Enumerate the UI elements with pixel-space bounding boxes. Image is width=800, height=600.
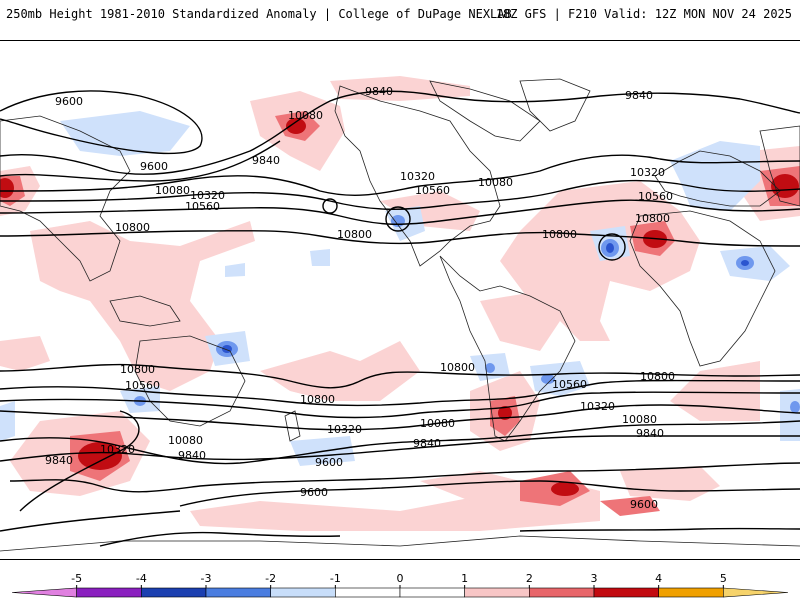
contour-labels: 9600 10080 9840 9840 9600 9840 10080 103… <box>45 85 675 511</box>
colorbar-tick-label: 1 <box>461 572 468 585</box>
contour-label: 10080 <box>622 413 657 426</box>
colorbar-tick-label: -3 <box>201 572 212 585</box>
contour-label: 10320 <box>327 423 362 436</box>
negative-anomaly-core <box>134 215 800 413</box>
contour-label: 9600 <box>55 95 83 108</box>
colorbar-segment <box>270 587 336 598</box>
colorbar-tick-label: 3 <box>591 572 598 585</box>
contour-label: 10080 <box>155 184 190 197</box>
colorbar-segment <box>399 587 465 598</box>
colorbar-tick-label: -4 <box>136 572 147 585</box>
contour-label: 10800 <box>542 228 577 241</box>
contour-label: 10560 <box>552 378 587 391</box>
colorbar-tick-label: 2 <box>526 572 533 585</box>
contour-label: 10560 <box>415 184 450 197</box>
anomaly-map: 9600 10080 9840 9840 9600 9840 10080 103… <box>0 40 800 560</box>
contour-label: 9600 <box>630 498 658 511</box>
contour-label: 10560 <box>638 190 673 203</box>
contour-label: 9840 <box>45 454 73 467</box>
colorbar-segment <box>658 587 724 598</box>
contour-label: 10800 <box>440 361 475 374</box>
contour-label-extra: 10320 <box>100 443 135 456</box>
anomaly-colorbar: -5 -4 -3 -2 -1 0 1 2 3 4 5 <box>11 572 789 598</box>
colorbar-segment <box>335 587 401 598</box>
colorbar-tick-label: 5 <box>720 572 727 585</box>
map-title: 250mb Height 1981-2010 Standardized Anom… <box>6 7 512 21</box>
colorbar-segment <box>593 587 659 598</box>
contour-label: 10800 <box>640 370 675 383</box>
colorbar-segment <box>723 587 789 598</box>
contour-label: 10320 <box>630 166 665 179</box>
contour-label: 9600 <box>315 456 343 469</box>
colorbar-segment <box>11 587 77 598</box>
contour-label: 9840 <box>178 449 206 462</box>
colorbar-tick-labels: -5 -4 -3 -2 -1 0 1 2 3 4 5 <box>71 572 727 588</box>
contour-label: 9840 <box>413 437 441 450</box>
contour-label: 10800 <box>635 212 670 225</box>
model-run-info: 18Z GFS | F210 Valid: 12Z MON NOV 24 202… <box>495 7 792 21</box>
colorbar-segment <box>529 587 595 598</box>
contour-label: 10800 <box>120 363 155 376</box>
colorbar-tick-label: 4 <box>655 572 662 585</box>
contour-label: 9600 <box>140 160 168 173</box>
contour-label: 10320 <box>580 400 615 413</box>
contour-label: 10560 <box>185 200 220 213</box>
contour-label: 10080 <box>478 176 513 189</box>
coastlines <box>0 78 800 552</box>
contour-label: 10800 <box>337 228 372 241</box>
colorbar-tick-label: 0 <box>397 572 404 585</box>
contour-label: 9840 <box>365 85 393 98</box>
contour-label: 10080 <box>288 109 323 122</box>
contour-label: 10800 <box>300 393 335 406</box>
colorbar-segment <box>76 587 142 598</box>
colorbar-segment <box>141 587 207 598</box>
contour-label: 10080 <box>168 434 203 447</box>
contour-label: 10320 <box>100 443 135 456</box>
colorbar-tick-label: -5 <box>71 572 82 585</box>
colorbar-segments <box>11 587 789 598</box>
contour-label: 10560 <box>125 379 160 392</box>
colorbar-tick-label: -2 <box>265 572 276 585</box>
contour-label: 9840 <box>636 427 664 440</box>
contour-label: 10080 <box>420 417 455 430</box>
colorbar-segment <box>464 587 530 598</box>
contour-label: 9840 <box>252 154 280 167</box>
contour-label: 10320 <box>400 170 435 183</box>
colorbar-segment <box>205 587 271 598</box>
colorbar-tick-label: -1 <box>330 572 341 585</box>
contour-label: 10320 <box>190 189 225 202</box>
height-contours <box>0 90 800 547</box>
contour-label: 9600 <box>300 486 328 499</box>
contour-label: 10800 <box>115 221 150 234</box>
contour-label: 9840 <box>625 89 653 102</box>
